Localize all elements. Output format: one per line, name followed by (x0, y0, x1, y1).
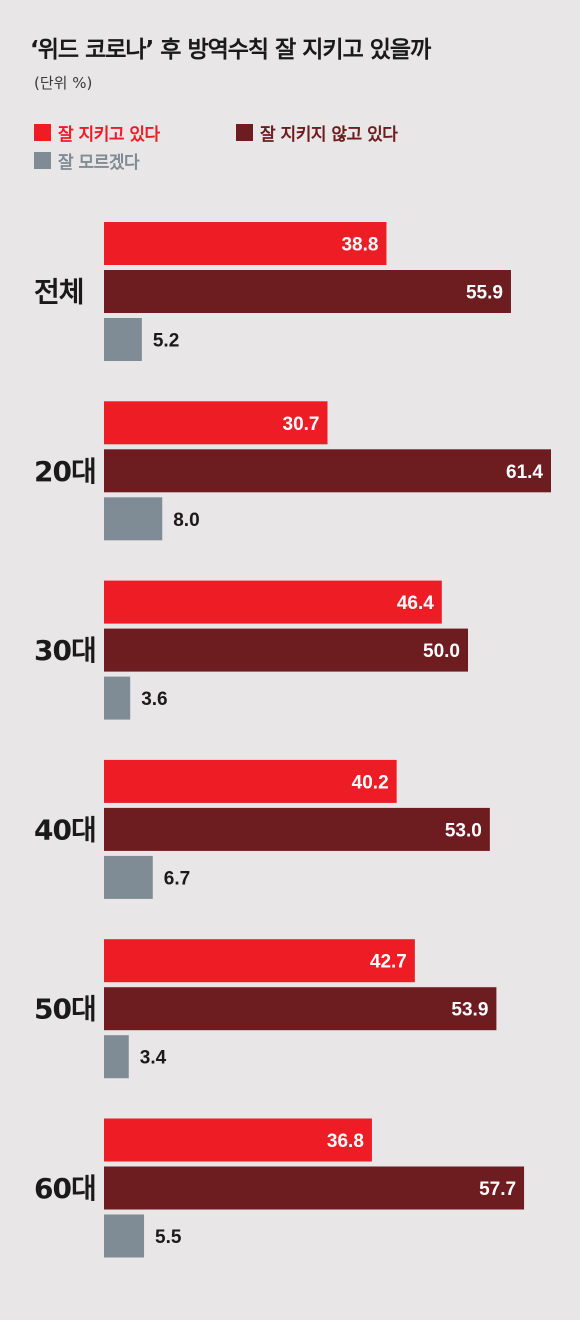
data-label: 6.7 (164, 868, 190, 889)
data-label: 8.0 (173, 510, 199, 531)
legend-swatch (236, 124, 253, 141)
data-label: 5.2 (153, 331, 179, 352)
legend-label: 잘 모르겠다 (58, 153, 140, 173)
data-label: 3.6 (141, 689, 167, 710)
bar (104, 855, 153, 899)
bar (104, 987, 497, 1031)
legend-swatch (34, 152, 51, 169)
category-label: 20대 (34, 455, 96, 488)
data-label: 5.5 (155, 1227, 182, 1248)
chart-title: ‘위드 코로나’ 후 방역수칙 잘 지키고 있을까 (30, 37, 431, 63)
bar (104, 401, 328, 445)
data-label: 53.9 (451, 1000, 488, 1021)
bar (104, 270, 511, 313)
bar (104, 318, 142, 361)
data-label: 55.9 (466, 283, 503, 304)
data-label: 3.4 (140, 1048, 167, 1069)
legend-label: 잘 지키지 않고 있다 (260, 125, 398, 145)
legend-item-series-1: 잘 지키고 있다 (34, 120, 160, 145)
category-label: 40대 (34, 813, 96, 846)
category-label: 50대 (34, 993, 96, 1026)
bar (104, 580, 442, 624)
bar (104, 449, 551, 493)
legend-swatch (34, 124, 51, 141)
data-label: 50.0 (423, 641, 460, 662)
data-label: 36.8 (327, 1131, 364, 1152)
category-label: 전체 (34, 276, 84, 309)
category-label: 60대 (34, 1172, 96, 1205)
data-label: 53.0 (445, 820, 482, 841)
legend-label: 잘 지키고 있다 (58, 125, 160, 145)
unit-label: (단위 %) (34, 74, 93, 92)
bar (104, 676, 131, 720)
data-label: 38.8 (341, 235, 378, 256)
bar (104, 759, 397, 803)
bar (104, 1166, 525, 1210)
data-label: 57.7 (479, 1179, 516, 1200)
bar (104, 222, 387, 265)
data-label: 40.2 (352, 772, 389, 793)
bar (104, 1118, 372, 1162)
bar (104, 807, 490, 851)
bar (104, 939, 415, 983)
bar (104, 1035, 129, 1079)
data-label: 46.4 (397, 593, 434, 614)
bar (104, 497, 163, 541)
data-label: 42.7 (370, 952, 407, 973)
data-label: 61.4 (506, 462, 543, 483)
bar (104, 1214, 145, 1258)
legend-item-series-2: 잘 지키지 않고 있다 (236, 120, 398, 145)
data-label: 30.7 (283, 414, 320, 435)
legend-item-series-3: 잘 모르겠다 (34, 148, 140, 173)
bar (104, 628, 469, 672)
category-label: 30대 (34, 634, 96, 667)
